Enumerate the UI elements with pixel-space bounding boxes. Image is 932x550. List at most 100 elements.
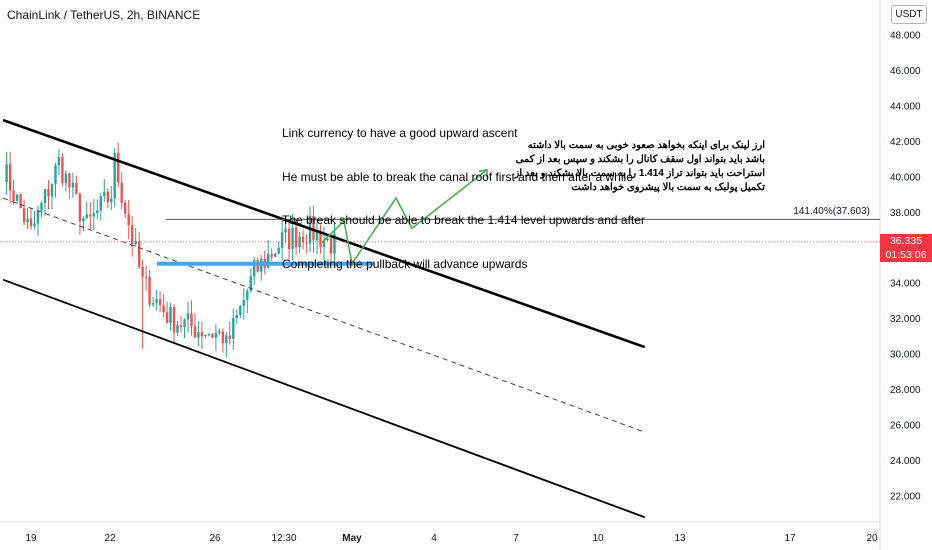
candle-body xyxy=(322,240,326,247)
candle-body xyxy=(253,260,256,277)
candle-body xyxy=(141,266,144,277)
candle-body xyxy=(40,203,43,211)
candle-body xyxy=(204,334,207,337)
channel-middle-line xyxy=(2,197,645,433)
channel-lower-line xyxy=(2,278,646,519)
time-axis[interactable]: 19 22 26 12:30 May 4 7 10 13 17 20 xyxy=(25,533,878,544)
candle-body xyxy=(8,164,12,191)
candle-body xyxy=(169,307,172,324)
candle-body xyxy=(151,303,155,305)
price-tick-label: 40.000 xyxy=(890,172,921,183)
price-tick-label: 42.000 xyxy=(890,137,921,148)
chart-title: ChainLink / TetherUS, 2h, BINANCE xyxy=(7,8,201,22)
candle-body xyxy=(113,153,116,199)
candle-body xyxy=(78,193,82,222)
candle-body xyxy=(12,190,15,201)
english-note-line: The break should be able to break the 1.… xyxy=(282,213,645,227)
candle-body xyxy=(246,290,249,300)
candle-body xyxy=(144,276,148,278)
candle-body xyxy=(165,312,169,324)
english-note-line: He must be able to break the canal roof … xyxy=(282,169,633,184)
candle-body xyxy=(57,157,61,166)
candle-body xyxy=(36,210,40,224)
price-tick-label: 22.000 xyxy=(890,492,921,503)
candle-body xyxy=(15,194,19,201)
persian-note-line: باشد باید بتواند اول سقف کانال را بشکند … xyxy=(515,154,765,165)
candle-body xyxy=(92,213,95,217)
projection-arrowhead xyxy=(478,168,488,178)
time-tick-label: 10 xyxy=(592,533,604,544)
candle-body xyxy=(50,183,54,197)
candle-body xyxy=(43,189,47,204)
candle-body xyxy=(176,325,179,333)
candle-body xyxy=(301,236,305,243)
candle-body xyxy=(96,210,99,214)
time-tick-label: 20 xyxy=(866,533,878,544)
candle-body xyxy=(172,307,176,333)
candlestick-series xyxy=(5,142,336,358)
candle-body xyxy=(124,202,127,214)
candle-body xyxy=(186,313,190,320)
persian-annotation: ارز لینک برای اینکه بخواهد صعود خوبی به … xyxy=(514,139,765,195)
candle-body xyxy=(312,215,315,241)
currency-badge[interactable]: USDT xyxy=(891,5,927,24)
time-tick-label: May xyxy=(342,533,362,544)
candle-body xyxy=(183,319,186,328)
persian-note-line: استراحت باید بتواند تراز 1.414 را به سمت… xyxy=(514,168,765,179)
candle-body xyxy=(75,182,78,194)
price-tick-label: 44.000 xyxy=(890,101,921,112)
last-price-box: 36.335 01:53:06 xyxy=(880,234,932,262)
candle-body xyxy=(207,334,211,336)
english-note-line: Link currency to have a good upward asce… xyxy=(282,126,518,140)
price-tick-label: 28.000 xyxy=(890,385,921,396)
candle-body xyxy=(110,198,113,203)
candle-body xyxy=(277,247,280,254)
candle-body xyxy=(333,233,336,254)
candle-body xyxy=(211,334,214,338)
candle-body xyxy=(294,227,298,248)
candle-body xyxy=(47,189,50,197)
candle-body xyxy=(54,165,57,184)
persian-note-line: ارز لینک برای اینکه بخواهد صعود خوبی به … xyxy=(527,140,765,151)
candle-body xyxy=(33,223,36,227)
candle-body xyxy=(131,225,134,245)
time-tick-label: 4 xyxy=(431,533,437,544)
bar-countdown: 01:53:06 xyxy=(885,249,927,261)
candle-body xyxy=(155,299,158,304)
price-tick-label: 48.000 xyxy=(890,31,921,42)
channel-upper-line xyxy=(2,118,646,349)
candle-body xyxy=(82,218,85,222)
time-tick-label: 12:30 xyxy=(271,533,296,544)
price-tick-label: 24.000 xyxy=(890,456,921,467)
price-axis[interactable]: 22.000 24.000 26.000 28.000 30.000 32.000 34.0… xyxy=(890,31,921,503)
candle-body xyxy=(280,232,284,248)
candle-body xyxy=(239,305,242,316)
candle-body xyxy=(242,299,245,306)
candle-body xyxy=(106,191,109,203)
candle-body xyxy=(274,253,277,257)
price-tick-label: 32.000 xyxy=(890,314,921,325)
candle-body xyxy=(99,196,102,211)
candle-body xyxy=(298,236,301,248)
candle-body xyxy=(179,325,183,328)
price-tick-label: 34.000 xyxy=(890,279,921,290)
candle-body xyxy=(158,299,162,306)
persian-note-line: تکمیل پولبک به سمت بالا پیشروی خواهد داش… xyxy=(571,182,765,193)
candle-body xyxy=(64,173,68,184)
candle-body xyxy=(22,208,26,223)
candle-body xyxy=(329,238,333,254)
time-tick-label: 19 xyxy=(25,533,37,544)
price-tick-label: 38.000 xyxy=(890,208,921,219)
price-tick-label: 30.000 xyxy=(890,350,921,361)
candle-body xyxy=(29,218,33,227)
time-tick-label: 17 xyxy=(784,533,796,544)
candle-body xyxy=(221,331,225,344)
candle-body xyxy=(148,276,151,305)
candle-body xyxy=(315,230,319,241)
candle-body xyxy=(326,238,329,241)
candle-body xyxy=(190,313,193,327)
candle-body xyxy=(5,164,8,183)
projection-path xyxy=(321,169,488,266)
candle-body xyxy=(270,254,273,257)
